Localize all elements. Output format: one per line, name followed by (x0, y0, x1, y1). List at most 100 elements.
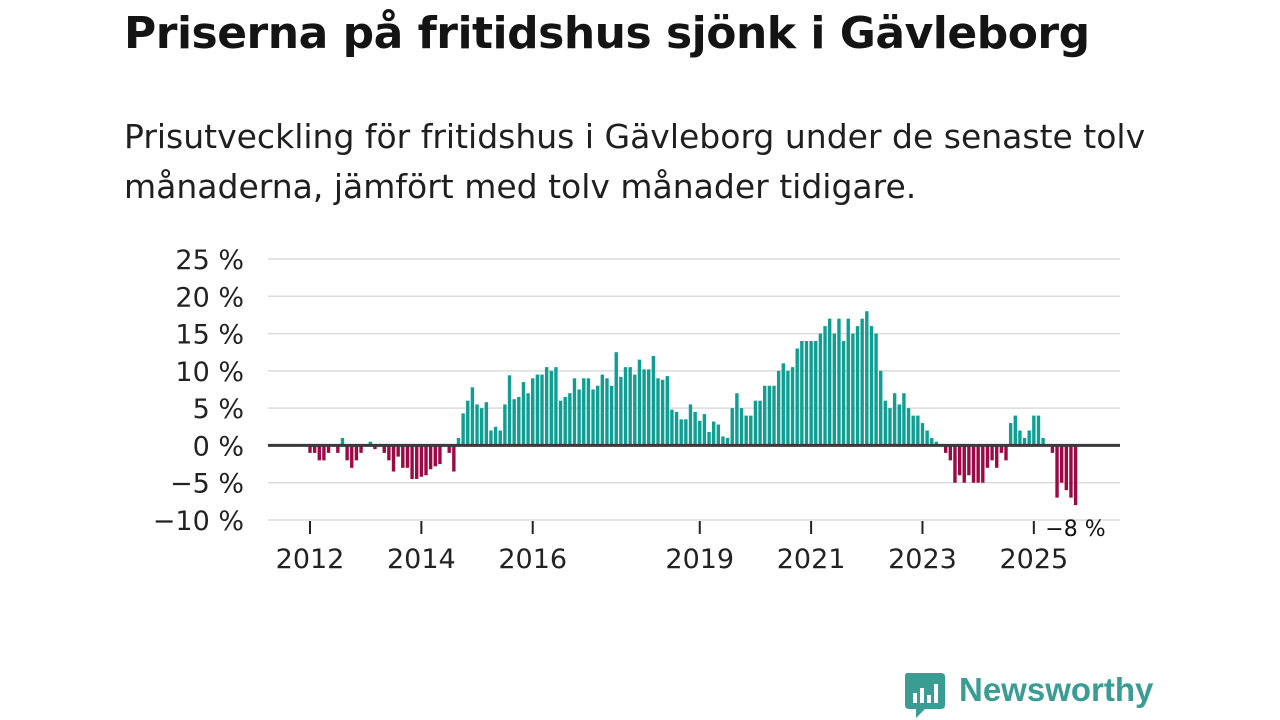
bar (874, 333, 878, 446)
bar (554, 367, 558, 446)
bar (790, 367, 795, 446)
bar (1069, 445, 1073, 498)
bar (498, 430, 502, 446)
bar (521, 382, 526, 446)
bar (1027, 430, 1031, 446)
bar (479, 408, 484, 446)
bar (916, 415, 920, 446)
bar (995, 445, 999, 468)
bar (410, 445, 414, 479)
bar (568, 393, 572, 446)
bar (758, 400, 762, 446)
x-tick-label: 2014 (387, 544, 456, 575)
bar (447, 445, 451, 453)
bar (558, 400, 563, 446)
bar (948, 445, 953, 461)
bar (827, 318, 832, 446)
chart-subtitle: Prisutveckling för fritidshus i Gävlebor… (124, 117, 1146, 206)
bar (897, 404, 901, 446)
bar (461, 413, 465, 446)
bar (345, 445, 349, 461)
y-tick-label: −10 % (153, 506, 244, 537)
bar (749, 415, 753, 446)
bar (326, 445, 331, 453)
bar (591, 389, 595, 446)
bar (730, 408, 734, 446)
bar (605, 378, 609, 446)
bar (1073, 445, 1078, 506)
y-tick-label: 15 % (175, 320, 244, 351)
y-tick-label: 10 % (175, 357, 244, 388)
bar (911, 415, 915, 446)
bar (679, 419, 683, 446)
bar (800, 341, 804, 446)
bar (438, 445, 442, 465)
bar (642, 369, 646, 446)
bar (698, 420, 702, 446)
bar (595, 385, 600, 446)
bar-chart-icon (905, 673, 945, 718)
bar (1055, 445, 1059, 498)
x-tick-label: 2021 (777, 544, 846, 575)
bar (535, 374, 540, 446)
bar (466, 400, 470, 446)
bar (716, 424, 721, 446)
bar (953, 445, 957, 483)
bar (493, 426, 498, 446)
x-tick-label: 2023 (888, 544, 957, 575)
bar (934, 441, 939, 446)
bar (725, 437, 730, 446)
bar (999, 445, 1004, 453)
bar (368, 441, 373, 446)
bar (855, 326, 860, 446)
bar (517, 396, 521, 446)
gridlines (268, 258, 1120, 521)
bar (396, 445, 400, 457)
bar (609, 385, 614, 446)
bar (814, 341, 818, 446)
bar (637, 359, 642, 446)
bar (967, 445, 971, 476)
bar (1059, 445, 1064, 483)
bar (906, 408, 911, 446)
annotation-last-value: −8 % (1045, 517, 1105, 542)
y-tick-label: −5 % (170, 469, 244, 500)
bar (1036, 415, 1041, 446)
bar (809, 341, 813, 446)
bar (391, 445, 396, 472)
bar (846, 318, 850, 446)
bar (433, 445, 437, 467)
bar (804, 341, 809, 446)
bar (930, 437, 934, 446)
bar (1041, 437, 1045, 446)
bar (976, 445, 980, 483)
newsworthy-logo: Newsworthy (903, 671, 1163, 719)
bar (943, 445, 948, 453)
bar (317, 445, 321, 461)
bar (707, 432, 711, 446)
bars (308, 311, 1078, 506)
bar (531, 378, 535, 446)
bar (405, 445, 410, 468)
bar (721, 436, 725, 446)
axes: 25 % 20 % 15 % 10 % 5 % 0 % −5 % −10 % 2012 2014 2… (153, 245, 1120, 575)
bar (373, 445, 377, 450)
bar (489, 430, 493, 446)
y-tick-label: 5 % (193, 394, 244, 425)
bar (711, 421, 716, 446)
bar (684, 419, 688, 446)
bar (540, 374, 544, 446)
bar (1032, 415, 1036, 446)
bar (902, 393, 906, 446)
y-tick-label: 0 % (193, 431, 244, 462)
bar (336, 445, 340, 453)
bar (582, 378, 586, 446)
bar (382, 445, 386, 453)
bar (419, 445, 424, 477)
bar (633, 374, 637, 446)
x-tick-label: 2019 (665, 544, 734, 575)
bar (753, 400, 758, 446)
bar (990, 445, 994, 461)
bar (475, 404, 479, 446)
